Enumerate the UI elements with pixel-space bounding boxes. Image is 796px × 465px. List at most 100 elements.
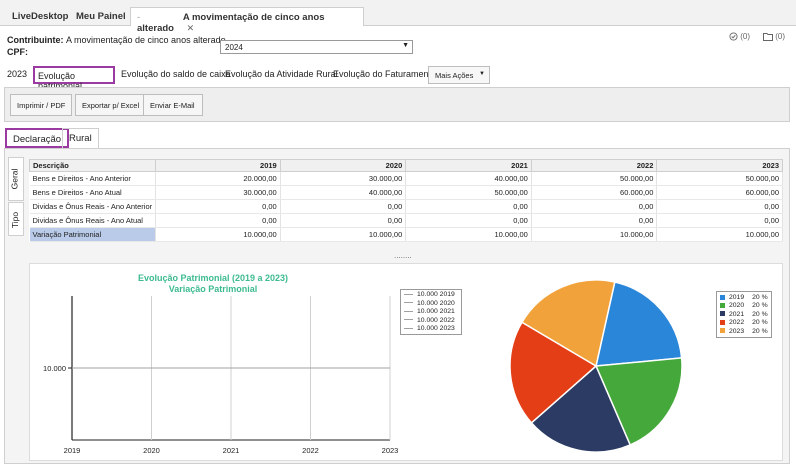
table-row[interactable]: Bens e Direitos - Ano Anterior 20.000,00… <box>29 171 783 186</box>
table-cell: 20.000,00 <box>155 171 281 186</box>
table-cell: 0,00 <box>155 213 281 228</box>
legend-label: 10.000 2023 <box>417 325 455 332</box>
more-actions-dropdown[interactable]: Mais Ações ▼ <box>428 66 490 84</box>
side-tab-geral[interactable]: Geral <box>8 157 24 201</box>
legend-swatch <box>720 303 725 309</box>
col-header-2022[interactable]: 2022 <box>530 159 658 172</box>
table-cell: 40.000,00 <box>405 171 532 186</box>
tab-evolucao-faturamento[interactable]: Evolução do Faturamento <box>333 69 437 79</box>
pie-slice-2022[interactable] <box>509 321 598 424</box>
legend-item: 2020 20 % <box>720 302 768 310</box>
legend-swatch <box>404 319 413 321</box>
line-chart-title: Evolução Patrimonial (2019 a 2023) <box>137 273 289 283</box>
table-cell: 0,00 <box>405 199 532 214</box>
year-select[interactable]: 2024 ▼ <box>220 40 413 54</box>
print-pdf-button[interactable]: Imprimir / PDF <box>10 94 73 116</box>
tab-rural[interactable]: Rural <box>62 128 99 148</box>
chevron-down-icon: ▼ <box>479 71 485 77</box>
col-header-2021[interactable]: 2021 <box>405 159 532 172</box>
legend-percent: 20 % <box>752 319 768 327</box>
legend-item: 2019 20 % <box>720 294 768 302</box>
year-label: 2023 <box>7 69 28 79</box>
legend-swatch <box>404 327 413 329</box>
legend-swatch <box>720 311 725 317</box>
side-tab-geral-label: Geral <box>9 168 20 190</box>
pie-chart-legend: 2019 20 % 2020 20 % 2021 20 % 2022 20 % 2023 20 % <box>716 291 772 338</box>
pie-slice-2019[interactable] <box>595 281 683 367</box>
col-header-descricao[interactable]: Descrição <box>28 159 157 172</box>
table-cell: Variação Patrimonial <box>29 227 157 242</box>
tab-evolucao-patrimonial[interactable]: Evolução patrimonial <box>33 66 115 91</box>
x-tick-label: 2020 <box>143 446 160 455</box>
pie-chart <box>509 279 683 453</box>
legend-item: 2022 20 % <box>720 319 768 327</box>
legend-item: 10.000 2021 <box>404 308 458 317</box>
table-cell: Dividas e Ônus Reais - Ano Anterior <box>29 199 157 214</box>
tasks-indicator[interactable]: (0) <box>729 32 750 41</box>
splitter-handle[interactable]: ........ <box>394 251 412 260</box>
table-cell: 0,00 <box>656 213 783 228</box>
legend-label: 10.000 2020 <box>417 299 455 307</box>
table-cell: 30.000,00 <box>280 171 407 186</box>
tab-document[interactable]: - A movimentação de cinco anos alterado … <box>130 7 364 34</box>
y-tick-label: 10.000 <box>43 364 66 373</box>
table-row[interactable]: Dividas e Ônus Reais - Ano Atual 0,00 0,… <box>29 213 783 228</box>
legend-swatch <box>720 319 725 325</box>
table-cell: 0,00 <box>531 199 658 214</box>
legend-item: 2021 20 % <box>720 311 768 319</box>
pie-slice-2020[interactable] <box>594 357 683 446</box>
export-excel-button[interactable]: Exportar p/ Excel <box>75 94 147 116</box>
table-row[interactable]: Variação Patrimonial 10.000,00 10.000,00… <box>29 227 783 242</box>
table-row[interactable]: Dividas e Ônus Reais - Ano Anterior 0,00… <box>29 199 783 214</box>
col-header-2020[interactable]: 2020 <box>279 159 407 172</box>
more-actions-label: Mais Ações <box>435 71 474 80</box>
files-indicator[interactable]: (0) <box>763 32 786 42</box>
legend-percent: 20 % <box>752 327 768 335</box>
line-chart: 2019 2020 2021 2022 2023 10.000 <box>43 296 399 455</box>
legend-label: 2023 <box>729 327 745 335</box>
table-cell: 0,00 <box>280 199 407 214</box>
tab-livedesktop[interactable]: LiveDesktop <box>12 11 69 22</box>
pie-slice-2023[interactable] <box>520 279 616 368</box>
table-cell: 0,00 <box>280 213 407 228</box>
legend-swatch <box>404 293 413 295</box>
legend-label: 2022 <box>729 319 745 327</box>
tab-document-prefix: - <box>137 12 141 23</box>
table-cell: 40.000,00 <box>280 185 407 200</box>
tab-evolucao-atividade-rural[interactable]: Evolução da Atividade Rural <box>225 69 338 79</box>
close-icon[interactable]: ✕ <box>186 23 195 33</box>
top-tab-bar: LiveDesktop Meu Painel - A movimentação … <box>0 0 796 34</box>
x-tick-label: 2022 <box>302 446 319 455</box>
legend-swatch <box>720 328 725 334</box>
x-tick-label: 2021 <box>223 446 240 455</box>
x-tick-label: 2023 <box>382 446 399 455</box>
table-cell: Bens e Direitos - Ano Atual <box>29 185 157 200</box>
legend-label: 10.000 2022 <box>417 316 455 324</box>
cpf-label: CPF: <box>7 47 28 57</box>
line-chart-subtitle: Variação Patrimonial <box>168 284 258 294</box>
folder-icon <box>763 33 773 42</box>
legend-item: 10.000 2020 <box>404 300 458 309</box>
tab-meu-painel[interactable]: Meu Painel <box>76 11 126 22</box>
legend-label: 10.000 2021 <box>417 308 455 315</box>
table-cell: 0,00 <box>405 213 532 228</box>
table-header-row: Descrição 2019 2020 2021 2022 2023 <box>28 159 783 172</box>
col-header-2023[interactable]: 2023 <box>656 159 783 172</box>
chevron-down-icon: ▼ <box>402 42 409 49</box>
table-cell: 50.000,00 <box>405 185 532 200</box>
legend-item: 10.000 2022 <box>404 317 458 326</box>
table-cell: 0,00 <box>155 199 281 214</box>
table-cell: 10.000,00 <box>280 227 407 242</box>
legend-percent: 20 % <box>752 310 768 318</box>
data-table: Descrição 2019 2020 2021 2022 2023 Bens … <box>28 159 783 242</box>
year-select-value: 2024 <box>225 43 243 52</box>
files-count: (0) <box>775 32 786 41</box>
col-header-2019[interactable]: 2019 <box>155 159 281 172</box>
tab-declaracao[interactable]: Declaração <box>5 128 70 148</box>
pie-slice-2021[interactable] <box>530 364 632 453</box>
table-cell: 0,00 <box>531 213 658 228</box>
tab-evolucao-saldo-caixa[interactable]: Evolução do saldo de caixa <box>121 69 231 79</box>
table-row[interactable]: Bens e Direitos - Ano Atual 30.000,00 40… <box>29 185 783 200</box>
side-tab-tipo[interactable]: Tipo <box>8 202 24 236</box>
email-button[interactable]: Enviar E-Mail <box>143 94 203 116</box>
